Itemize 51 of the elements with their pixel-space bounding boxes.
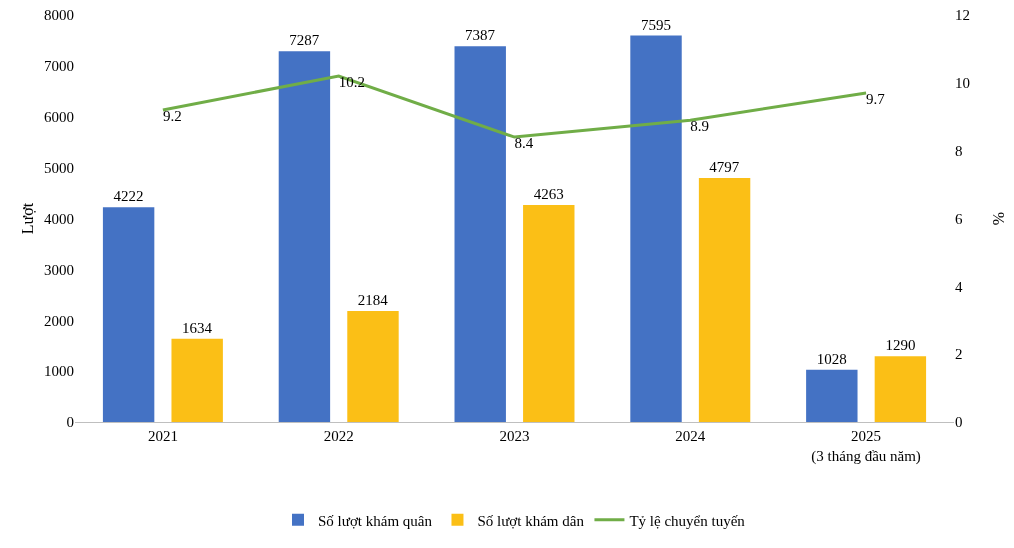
y-tick-label: 1000 (44, 363, 74, 380)
y-tick-label: 4000 (44, 210, 74, 227)
y2-tick-label: 10 (955, 75, 970, 92)
y-tick-label: 7000 (44, 58, 74, 75)
bar (523, 205, 575, 422)
bar (630, 35, 682, 422)
data-label: 9.7 (866, 91, 886, 108)
bar (171, 338, 223, 422)
data-label: 4222 (113, 188, 144, 205)
y2-tick-label: 2 (955, 346, 963, 363)
data-label: 4263 (533, 186, 564, 203)
line-series (161, 74, 868, 139)
x-tick-label: 2025 (3 tháng đầu năm) (811, 428, 921, 465)
x-tick-label: 2023 (499, 428, 530, 444)
data-label: 8.4 (514, 135, 534, 152)
y2-tick-label: 0 (955, 414, 963, 431)
y-tick-label: 2000 (44, 312, 74, 329)
bar (806, 369, 858, 422)
legend-label: Tỷ lệ chuyển tuyến (629, 512, 746, 529)
y2-tick-label: 6 (955, 210, 963, 227)
data-label: 9.2 (162, 108, 182, 125)
bar (347, 310, 399, 422)
legend-label: Số lượt khám quân (318, 512, 433, 529)
data-label: 1290 (885, 337, 916, 354)
data-label: 1028 (816, 350, 847, 367)
data-label: 7595 (641, 16, 672, 33)
x-tick-label: 2022 (323, 428, 354, 444)
bar (278, 51, 331, 422)
bar (698, 177, 751, 422)
y-axis-title: Lượt (19, 202, 36, 235)
bar (454, 46, 506, 422)
y-tick-label: 3000 (44, 261, 74, 278)
y2-tick-label: 12 (955, 7, 970, 24)
data-label: 1634 (181, 319, 213, 336)
bar (102, 207, 155, 422)
y2-tick-label: 8 (955, 142, 963, 159)
y-tick-label: 6000 (44, 109, 74, 125)
data-label: 7287 (289, 32, 320, 49)
y2-axis-title: % (990, 211, 1007, 226)
data-label: 7387 (464, 27, 496, 44)
x-tick-label: 2021 (147, 428, 178, 444)
bar (874, 356, 927, 422)
data-label: 8.9 (690, 118, 710, 135)
x-tick-label: 2024 (675, 428, 706, 444)
y2-tick-label: 4 (955, 278, 963, 295)
legend-label: Số lượt khám dân (477, 512, 585, 529)
y-tick-label: 5000 (44, 159, 74, 176)
data-label: 4797 (709, 158, 740, 175)
y-tick-label: 8000 (44, 7, 74, 24)
y-tick-label: 0 (66, 414, 74, 431)
data-label: 2184 (357, 291, 389, 308)
